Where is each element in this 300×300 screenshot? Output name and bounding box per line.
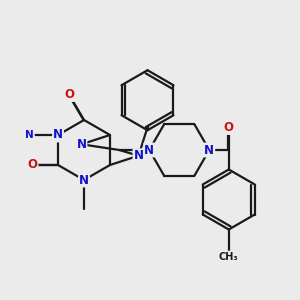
Text: N: N <box>25 130 34 140</box>
Text: N: N <box>144 143 154 157</box>
Text: N: N <box>76 138 86 151</box>
Text: N: N <box>79 173 89 187</box>
Text: N: N <box>134 149 143 162</box>
Text: O: O <box>224 121 234 134</box>
Text: N: N <box>53 128 63 142</box>
Text: N: N <box>204 143 214 157</box>
Text: O: O <box>28 158 38 172</box>
Text: O: O <box>64 88 74 101</box>
Text: CH₃: CH₃ <box>219 251 239 262</box>
